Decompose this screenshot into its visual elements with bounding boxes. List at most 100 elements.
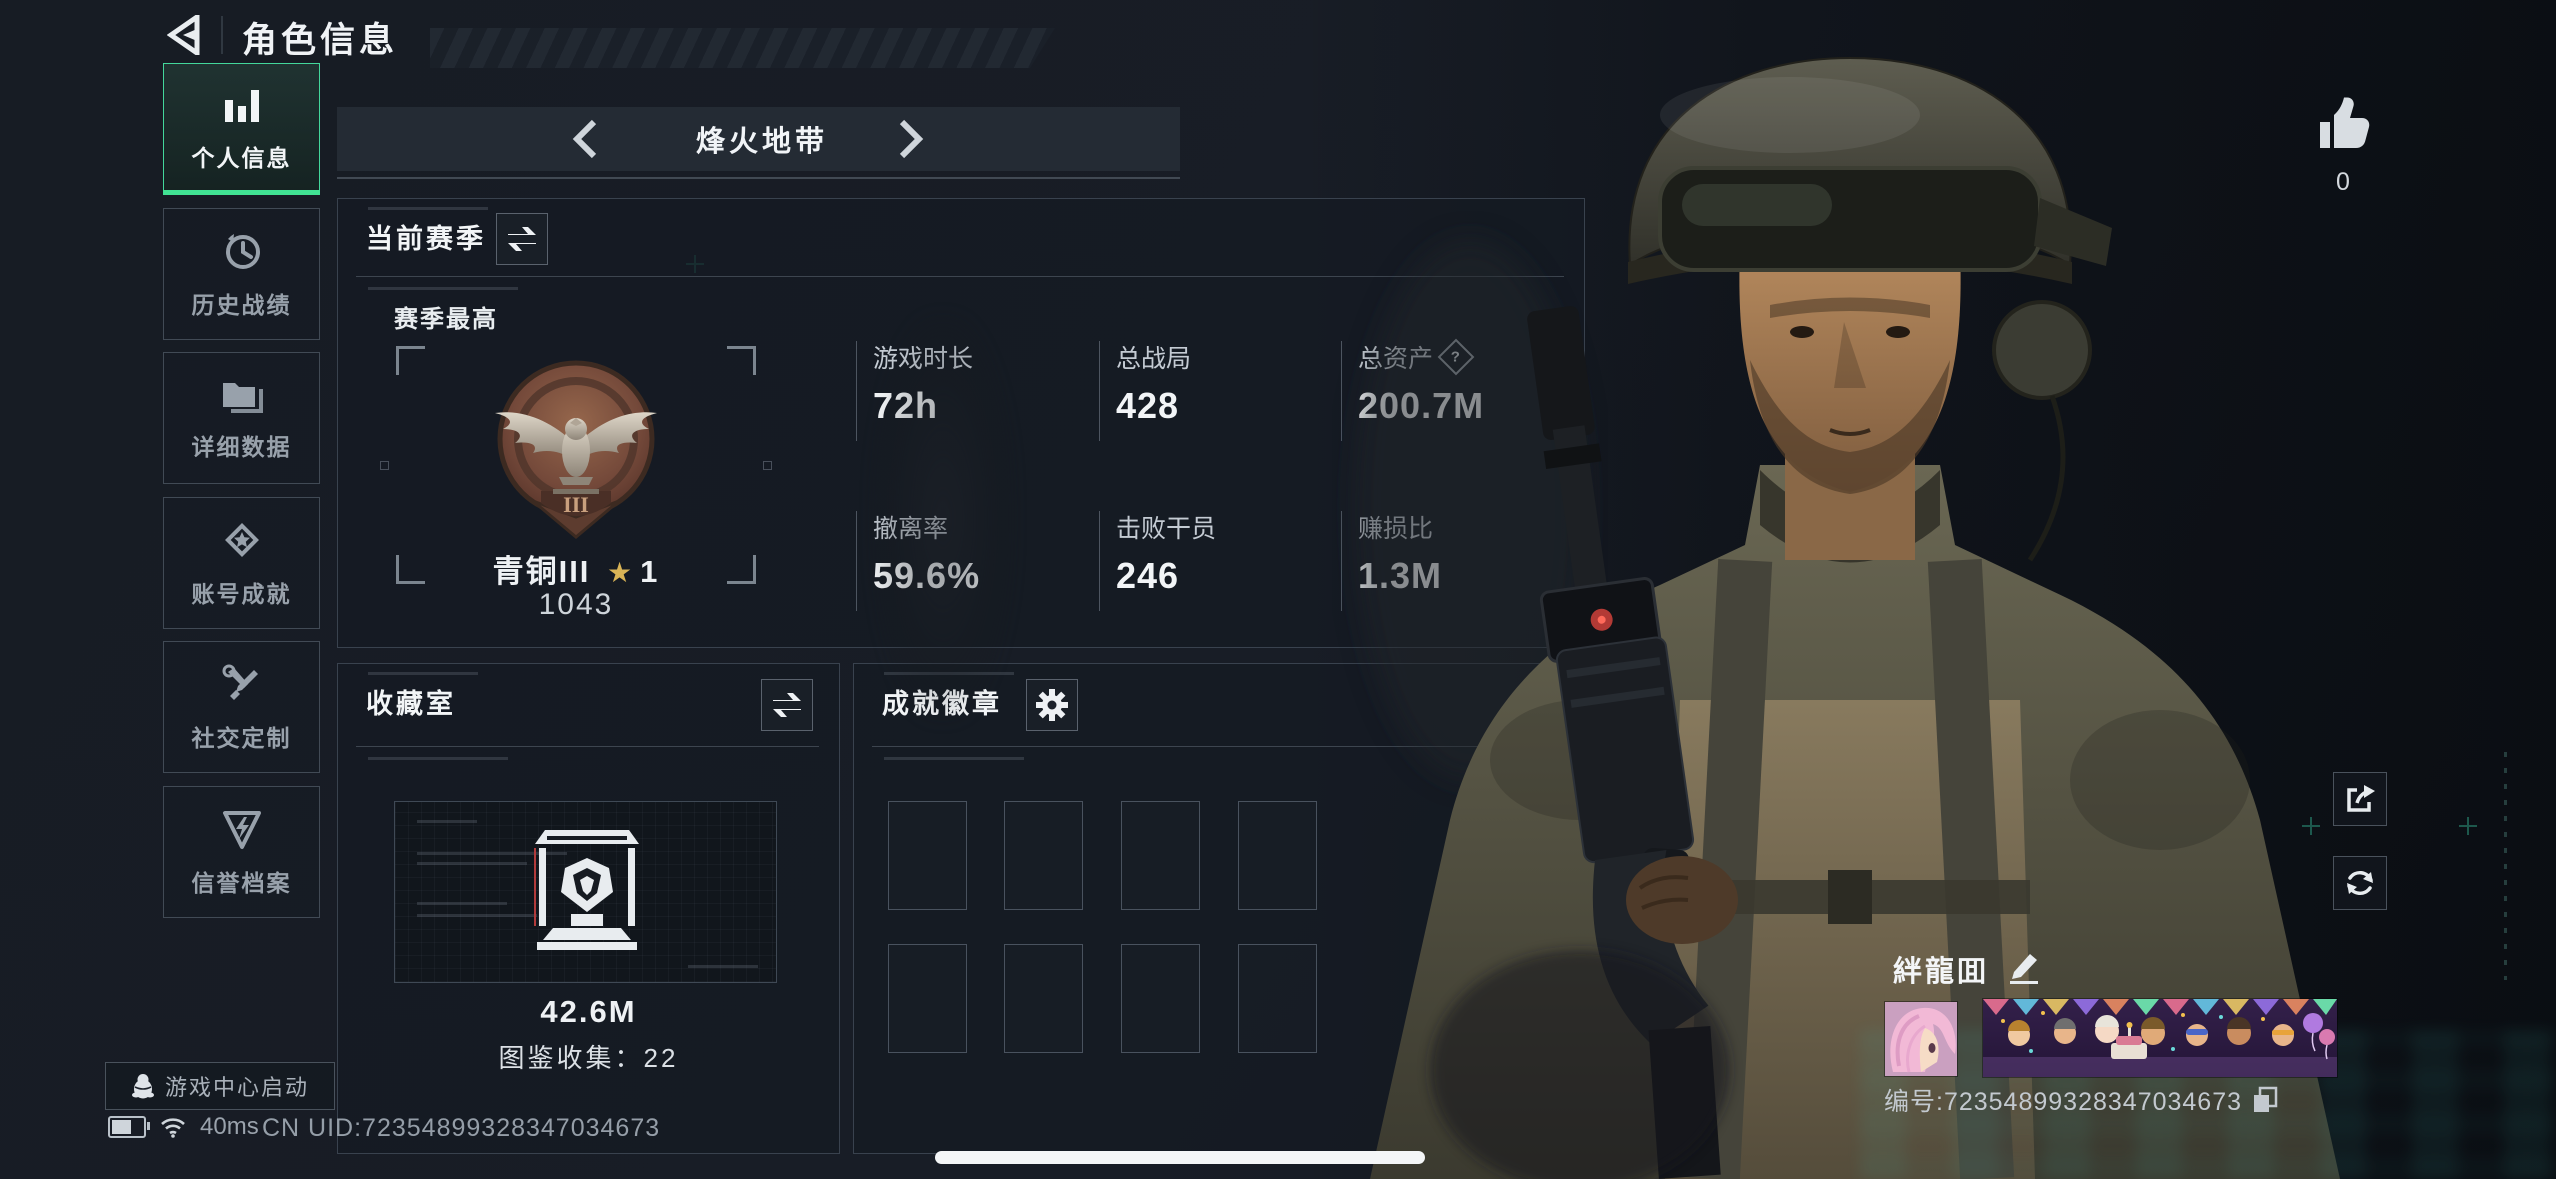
status-row: 40ms <box>108 1112 259 1142</box>
stat-label: 总战局 <box>1116 345 1192 373</box>
achievement-badges-panel: 成就徽章 <box>853 663 1585 1154</box>
avatar-image <box>1885 1002 1957 1076</box>
share-button[interactable] <box>2333 772 2387 826</box>
mode-title: 烽火地带 <box>695 126 828 158</box>
battery-icon <box>108 1116 150 1138</box>
ping-value: 40ms <box>200 1113 259 1140</box>
pencil-icon <box>2010 954 2038 984</box>
badge-slot[interactable] <box>888 944 967 1053</box>
stat-value: 72h <box>873 385 939 426</box>
swap-icon <box>773 693 801 717</box>
stat-operators-defeated: 击败干员 246 <box>1099 511 1326 611</box>
collection-title: 收藏室 <box>366 689 456 719</box>
rank-star-count: 1 <box>640 554 660 589</box>
season-panel-title: 当前赛季 <box>366 224 486 254</box>
qq-penguin-icon <box>131 1074 154 1099</box>
stat-label: 总资产 <box>1358 345 1434 373</box>
stat-label: 撤离率 <box>873 515 949 543</box>
page-title: 角色信息 <box>242 21 399 60</box>
banner-illustration <box>1983 999 2337 1077</box>
collection-room-panel: 收藏室 <box>337 663 840 1154</box>
tools-icon <box>222 664 258 700</box>
hud-cross-decoration <box>2459 817 2477 835</box>
collection-catalog-count: 图鉴收集：22 <box>498 1043 679 1073</box>
rank-star-icon: ★ <box>607 557 635 588</box>
chevron-left-icon <box>572 119 597 159</box>
badges-title: 成就徽章 <box>882 689 1002 719</box>
display-case-blueprint[interactable] <box>394 801 777 983</box>
display-case-icon <box>534 830 639 950</box>
badge-slot[interactable] <box>888 801 967 910</box>
badges-divider <box>872 746 1564 747</box>
sidebar-item-reputation[interactable]: 信誉档案 <box>163 786 320 918</box>
refresh-button[interactable] <box>2333 856 2387 910</box>
help-icon[interactable]: ? <box>1437 338 1475 376</box>
sidebar-item-history[interactable]: 历史战绩 <box>163 208 320 340</box>
badge-star-icon <box>224 522 259 557</box>
mode-selector-underline <box>337 177 1180 179</box>
game-center-label: 游戏中心启动 <box>164 1075 309 1100</box>
sidebar-item-label: 信誉档案 <box>191 869 292 896</box>
sidebar-item-label: 详细数据 <box>191 433 292 460</box>
game-center-button[interactable]: 游戏中心启动 <box>105 1062 335 1110</box>
player-id-row: 编号:72354899328347034673 <box>1884 1082 2278 1118</box>
badge-slot[interactable] <box>1238 944 1317 1053</box>
sidebar-item-account-achievements[interactable]: 账号成就 <box>163 497 320 629</box>
rank-points: 1043 <box>538 588 614 621</box>
player-id: 编号:72354899328347034673 <box>1884 1088 2243 1116</box>
wifi-icon <box>161 1118 185 1138</box>
sidebar-item-label: 历史战绩 <box>191 291 292 318</box>
rank-name-line: 青铜III ★ 1 <box>396 546 756 591</box>
mode-prev-button[interactable] <box>562 116 608 162</box>
stat-label: 赚损比 <box>1358 515 1434 543</box>
badge-slot[interactable] <box>1004 944 1083 1053</box>
refresh-icon <box>2347 870 2373 896</box>
sidebar-item-label: 社交定制 <box>191 724 292 751</box>
like-button[interactable] <box>2308 96 2378 157</box>
sidebar-item-personal-info[interactable]: 个人信息 <box>163 63 320 195</box>
copy-icon[interactable] <box>2252 1086 2278 1114</box>
bar-chart-icon <box>224 89 259 122</box>
home-indicator[interactable] <box>935 1151 1425 1164</box>
rank-badge-bronze: III <box>495 360 657 539</box>
stat-total-assets: 总资产 ? 200.7M <box>1341 338 1568 441</box>
hud-dots-decoration <box>2504 752 2507 980</box>
profile-banner[interactable] <box>1982 998 2338 1078</box>
sidebar-item-social-custom[interactable]: 社交定制 <box>163 641 320 773</box>
share-icon <box>2347 785 2375 812</box>
mode-next-button[interactable] <box>888 116 934 162</box>
stat-play-time: 游戏时长 72h <box>856 341 1083 441</box>
folder-icon <box>222 382 263 413</box>
badge-slot[interactable] <box>1004 801 1083 910</box>
swap-icon <box>508 227 536 251</box>
uid-text: CN UID:72354899328347034673 <box>262 1114 661 1142</box>
season-divider <box>356 276 1564 277</box>
avatar[interactable] <box>1884 1001 1958 1077</box>
player-name: 絆龍囬 <box>1893 956 1990 988</box>
rank-name: 青铜III <box>492 554 591 589</box>
gear-icon <box>1036 689 1068 721</box>
badge-slot[interactable] <box>1121 801 1200 910</box>
hud-cross-decoration <box>2302 817 2320 835</box>
edit-name-button[interactable] <box>2006 950 2042 984</box>
back-button[interactable] <box>160 12 208 58</box>
rank-frame <box>380 346 772 584</box>
shield-bolt-icon <box>222 810 261 849</box>
sidebar-item-label: 账号成就 <box>191 580 292 607</box>
header-hatch-decoration <box>430 28 1055 68</box>
collection-swap-button[interactable] <box>761 679 813 731</box>
chevron-right-icon <box>899 119 924 159</box>
badge-slot[interactable] <box>1121 944 1200 1053</box>
stat-value: 59.6% <box>873 555 981 596</box>
collection-divider <box>356 746 819 747</box>
thumbs-up-icon <box>2320 97 2370 148</box>
season-swap-button[interactable] <box>496 213 548 265</box>
sidebar-item-label: 个人信息 <box>191 144 292 171</box>
stat-value: 200.7M <box>1358 385 1485 426</box>
stat-label: 击败干员 <box>1116 515 1217 543</box>
badge-slot[interactable] <box>1238 801 1317 910</box>
sidebar-item-detailed-data[interactable]: 详细数据 <box>163 352 320 484</box>
history-clock-icon <box>225 233 260 269</box>
badges-settings-button[interactable] <box>1026 679 1078 731</box>
